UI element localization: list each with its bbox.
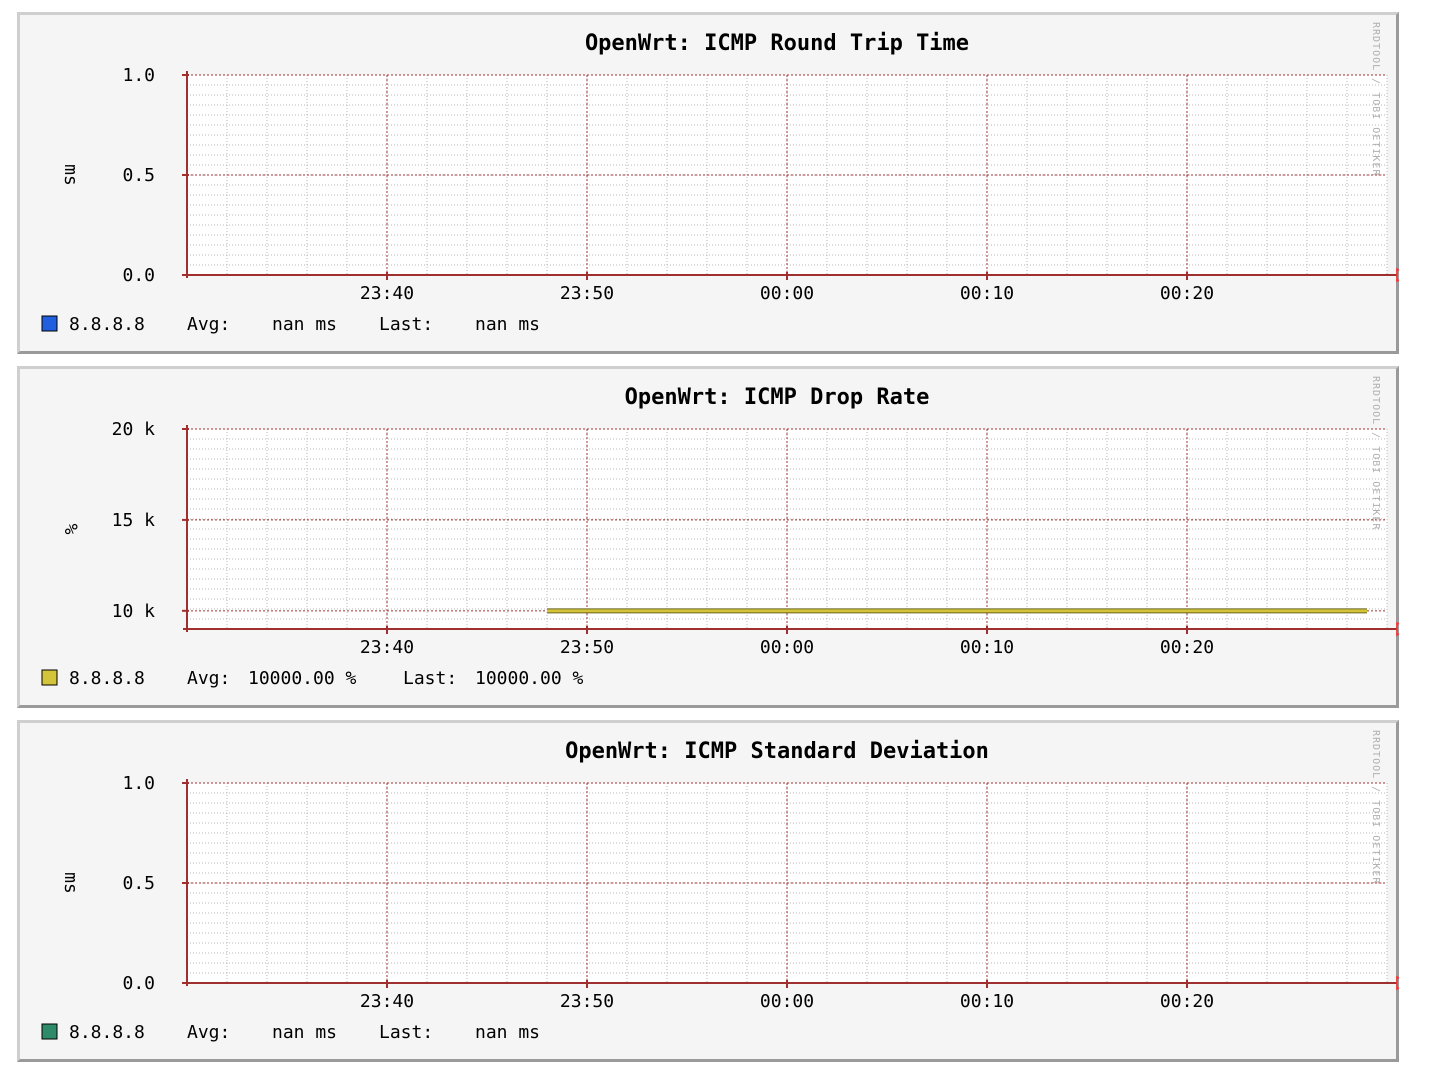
x-axis-arrow — [1396, 267, 1399, 283]
y-tick-label: 1.0 — [122, 773, 155, 794]
legend-swatch — [41, 1023, 58, 1040]
legend-series-name: 8.8.8.8 — [69, 1022, 145, 1043]
x-tick-label: 00:00 — [760, 991, 814, 1012]
y-tick-label: 15 k — [112, 510, 156, 531]
x-tick-label: 00:10 — [960, 637, 1014, 658]
chart-panel-2: OpenWrt: ICMP Drop Rate% 10 k 15 k 20 k 23:4… — [17, 366, 1399, 708]
legend-swatch — [41, 315, 58, 332]
chart-svg: OpenWrt: ICMP Standard Deviation ms 0.0 0.5… — [41, 730, 1399, 1043]
chart-title: OpenWrt: ICMP Drop Rate — [625, 385, 930, 410]
legend-avg-value: nan ms — [272, 314, 337, 335]
y-tick-label: 0.5 — [122, 873, 155, 894]
y-tick-label: 0.0 — [122, 973, 155, 994]
x-tick-label: 23:40 — [360, 637, 414, 658]
x-tick-label: 23:50 — [560, 637, 614, 658]
legend-swatch — [41, 669, 58, 686]
y-axis-label: ms — [60, 872, 81, 894]
chart-svg: OpenWrt: ICMP Round Trip Time ms 0.0 0.5 1.0… — [41, 22, 1399, 335]
x-tick-label: 00:10 — [960, 283, 1014, 304]
legend-last-label: Last: — [403, 668, 457, 689]
y-tick-label: 0.0 — [122, 265, 155, 286]
legend-series-name: 8.8.8.8 — [69, 314, 145, 335]
legend-last-label: Last: — [379, 314, 433, 335]
x-tick-label: 23:40 — [360, 991, 414, 1012]
y-axis-label: % — [60, 524, 81, 535]
x-tick-label: 00:20 — [1160, 991, 1214, 1012]
chart-svg: OpenWrt: ICMP Drop Rate% 10 k 15 k 20 k 23:4… — [41, 376, 1399, 689]
legend-avg-value: nan ms — [272, 1022, 337, 1043]
x-tick-label: 23:50 — [560, 283, 614, 304]
x-tick-label: 23:40 — [360, 283, 414, 304]
x-tick-label: 23:50 — [560, 991, 614, 1012]
x-tick-label: 00:00 — [760, 283, 814, 304]
x-axis-arrow — [1396, 621, 1399, 637]
x-axis-arrow — [1396, 975, 1399, 991]
chart-title: OpenWrt: ICMP Round Trip Time — [585, 31, 969, 56]
x-tick-label: 00:20 — [1160, 637, 1214, 658]
chart-panel-3: OpenWrt: ICMP Standard Deviation ms 0.0 0.5… — [17, 720, 1399, 1062]
chart-title: OpenWrt: ICMP Standard Deviation — [565, 739, 989, 764]
legend-last-value: nan ms — [475, 1022, 540, 1043]
y-tick-label: 10 k — [112, 601, 156, 622]
legend-last-value: 10000.00 % — [475, 668, 584, 689]
legend-avg-label: Avg: — [187, 1022, 230, 1043]
legend-series-name: 8.8.8.8 — [69, 668, 145, 689]
legend-avg-label: Avg: — [187, 314, 230, 335]
rrdtool-watermark: RRDTOOL / TOBI OETIKER — [1370, 730, 1381, 884]
x-tick-label: 00:10 — [960, 991, 1014, 1012]
y-tick-label: 1.0 — [122, 65, 155, 86]
y-tick-label: 20 k — [112, 419, 156, 440]
y-tick-label: 0.5 — [122, 165, 155, 186]
chart-panel-1: OpenWrt: ICMP Round Trip Time ms 0.0 0.5 1.0… — [17, 12, 1399, 354]
legend-avg-value: 10000.00 % — [248, 668, 357, 689]
rrdtool-watermark: RRDTOOL / TOBI OETIKER — [1370, 22, 1381, 176]
rrdtool-watermark: RRDTOOL / TOBI OETIKER — [1370, 376, 1381, 530]
y-axis-label: ms — [60, 164, 81, 186]
x-tick-label: 00:20 — [1160, 283, 1214, 304]
legend-last-label: Last: — [379, 1022, 433, 1043]
legend-avg-label: Avg: — [187, 668, 230, 689]
legend-last-value: nan ms — [475, 314, 540, 335]
x-tick-label: 00:00 — [760, 637, 814, 658]
